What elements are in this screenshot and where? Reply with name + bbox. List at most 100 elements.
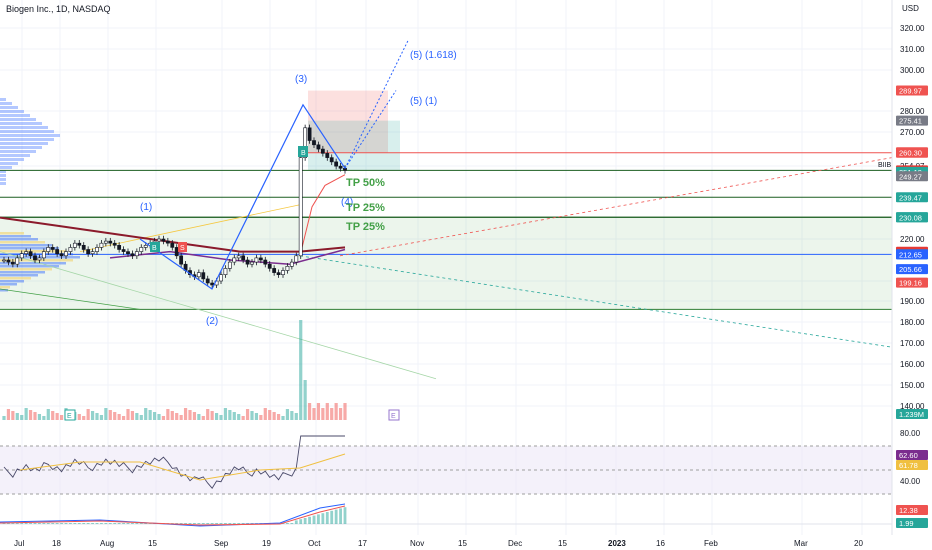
- earnings-marker-0: [64, 409, 76, 421]
- vp-bar-top-21: [0, 182, 6, 185]
- currency-label: USD: [902, 4, 919, 13]
- vp-bar-top-10: [0, 138, 54, 141]
- date-tick-15: Mar: [794, 539, 808, 548]
- volume-bar-73: [325, 403, 329, 420]
- candle-body-12: [55, 249, 60, 254]
- volume-bar-66: [294, 413, 298, 420]
- vp-bar-low-1: [0, 235, 31, 238]
- candle-body-49: [219, 274, 223, 282]
- macd-hist-24: [108, 523, 112, 524]
- date-tick-1: 18: [52, 539, 61, 548]
- price-tick-8: 190.00: [900, 297, 925, 306]
- volume-bar-47: [210, 411, 214, 420]
- vp-bar-top-6: [0, 122, 42, 125]
- date-tick-14: Feb: [704, 539, 718, 548]
- macd-hist-13: [60, 523, 63, 524]
- macd-panel: [0, 503, 892, 527]
- price-badge-8: [896, 192, 928, 203]
- price-badge-label-1: 275.41: [899, 117, 922, 126]
- macd-hist-2: [11, 523, 15, 524]
- volume-bar-50: [223, 408, 228, 420]
- vp-bar-low-10: [0, 262, 66, 265]
- candle-body-36: [161, 238, 166, 242]
- macd-hist-40: [179, 523, 183, 524]
- macd-hist-66: [294, 520, 298, 524]
- wave-5b-label: (5) (1.618): [410, 50, 457, 61]
- elliott-waves: (1) (2) (3) (4) (5) (1) (5) (1.618) TP 50% TP 2…: [139, 40, 457, 327]
- vp-bar-top-14: [0, 154, 30, 157]
- vp-bar-low-6: [0, 250, 66, 253]
- wave5-projection-b: [344, 90, 397, 169]
- vp-bar-top-18: [0, 170, 6, 173]
- macd-hist-9: [42, 523, 46, 524]
- date-axis[interactable]: Jul 18 Aug 15 Sep 19 Oct 17 Nov 15 Dec 15 2023 16 Feb M…: [14, 539, 863, 548]
- candle-body-45: [201, 272, 206, 280]
- volume-bar-60: [268, 410, 272, 420]
- candle-body-59: [263, 259, 268, 265]
- macd-hist-17: [77, 523, 81, 524]
- price-badge-7: [896, 171, 928, 182]
- rsi-badge-1: [896, 460, 928, 470]
- trendline-light-green: [0, 251, 437, 380]
- macd-hist-67: [299, 519, 303, 524]
- candle-body-25: [112, 242, 117, 246]
- price-badge-label-14: 205.66: [899, 265, 922, 274]
- volume-bar-26: [117, 414, 121, 420]
- macd-hist-5: [24, 523, 28, 524]
- vp-bar-top-19: [0, 174, 6, 177]
- volume-bar-3: [15, 413, 19, 420]
- volume-bar-32: [144, 408, 148, 420]
- macd-hist-26: [117, 523, 121, 524]
- macd-hist-41: [184, 523, 187, 524]
- macd-hist-7: [33, 523, 37, 524]
- candle-body-77: [343, 167, 347, 171]
- date-tick-5: 19: [262, 539, 271, 548]
- candle-body-50: [223, 268, 228, 275]
- volume-bar-70: [312, 408, 316, 420]
- volume-bar-57: [254, 413, 259, 420]
- price-badge-label-0: 289.97: [899, 87, 922, 96]
- volume-bar-68: [303, 380, 307, 420]
- candle-body-18: [81, 245, 86, 250]
- wave-5a-label: (5) (1): [410, 96, 437, 107]
- macd-hist-25: [113, 523, 117, 524]
- macd-hist-44: [197, 523, 201, 524]
- candle-body-64: [285, 265, 290, 271]
- candle-body-15: [68, 247, 73, 252]
- macd-badge-1: [896, 518, 928, 528]
- price-tick-3: 280.00: [900, 107, 925, 116]
- macd-hist-1: [7, 523, 10, 524]
- macd-hist-77: [343, 507, 347, 524]
- symbol-title[interactable]: Biogen Inc., 1D, NASDAQ: [6, 4, 111, 14]
- macd-hist-27: [122, 523, 125, 524]
- macd-hist-45: [201, 523, 205, 524]
- candle-body-70: [312, 140, 316, 146]
- price-badge-1: [896, 115, 928, 126]
- candle-body-51: [227, 261, 232, 269]
- volume-bar-25: [113, 412, 117, 420]
- price-badges: 289.97275.41260.51260.30252.00251.32251.…: [896, 85, 928, 528]
- volume-bar-9: [42, 416, 46, 420]
- price-tick-6: 220.00: [900, 235, 925, 244]
- macd-hist-75: [334, 509, 338, 524]
- volume-bar-31: [139, 415, 143, 420]
- candle-body-32: [143, 245, 148, 248]
- candle-body-76: [338, 165, 343, 169]
- volume-bar-20: [90, 411, 95, 420]
- volume-bar-51: [228, 410, 232, 420]
- candle-body-74: [329, 157, 334, 163]
- candle-body-56: [250, 261, 254, 265]
- macd-hist-64: [286, 523, 289, 524]
- volume-bar-39: [175, 413, 179, 420]
- tp-25-label-b: TP 25%: [346, 221, 385, 233]
- candle-body-37: [165, 240, 170, 244]
- volume-bar-1: [6, 409, 11, 420]
- price-badge-label-13: 212.65: [899, 250, 922, 259]
- candle-body-35: [157, 238, 161, 242]
- vp-bar-low-0: [0, 232, 24, 235]
- vp-bar-top-11: [0, 142, 48, 145]
- candle-body-40: [179, 255, 184, 265]
- candle-body-63: [281, 270, 285, 275]
- vp-bar-top-3: [0, 110, 24, 113]
